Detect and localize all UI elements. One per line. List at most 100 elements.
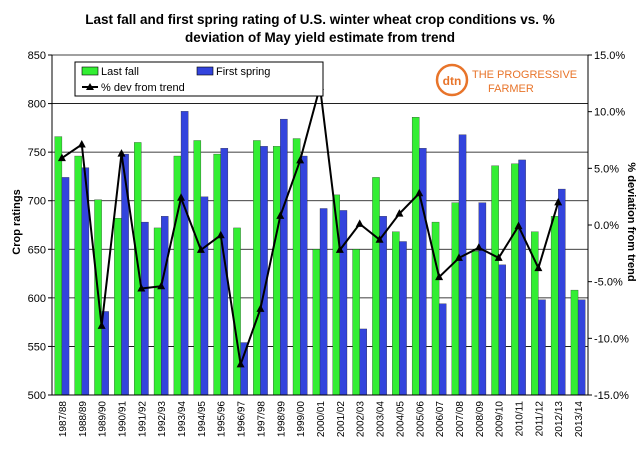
bar-first-spring-2008-09 <box>479 203 486 395</box>
bar-first-spring-2004-05 <box>399 242 406 395</box>
x-tick-label-2013-14: 2013/14 <box>574 401 585 438</box>
x-tick-label-1993-94: 1993/94 <box>177 401 188 438</box>
y2-tick-label-4: 5.0% <box>594 163 619 175</box>
legend-label-last-fall: Last fall <box>101 66 139 78</box>
bar-first-spring-1994-95 <box>201 197 208 395</box>
x-tick-label-2012-13: 2012/13 <box>554 401 565 438</box>
x-tick-label-2002-03: 2002/03 <box>356 401 367 438</box>
logo-text-line-1: THE PROGRESSIVE <box>472 69 577 81</box>
y-axis-label: Crop ratings <box>11 189 23 254</box>
x-tick-label-2003-04: 2003/04 <box>376 401 387 438</box>
bar-last-fall-2007-08 <box>452 203 459 395</box>
x-tick-label-1988-89: 1988/89 <box>78 401 89 438</box>
x-tick-label-2000-01: 2000/01 <box>316 401 327 438</box>
x-tick-label-2009-10: 2009/10 <box>495 401 506 438</box>
bar-last-fall-1995-96 <box>214 154 221 395</box>
legend-label-first-spring: First spring <box>216 66 270 78</box>
line-series-group <box>58 82 562 367</box>
bar-last-fall-1994-95 <box>194 140 201 395</box>
x-tick-label-2004-05: 2004/05 <box>395 401 406 438</box>
bar-last-fall-1997-98 <box>253 140 260 395</box>
bar-first-spring-1987-88 <box>62 177 69 395</box>
x-tick-label-1987-88: 1987/88 <box>58 401 69 438</box>
bar-first-spring-2009-10 <box>499 265 506 395</box>
x-tick-label-1990-91: 1990/91 <box>117 401 128 438</box>
bar-first-spring-2012-13 <box>558 189 565 395</box>
bar-first-spring-1998-99 <box>280 119 287 395</box>
bar-first-spring-1996-97 <box>241 343 248 395</box>
bar-last-fall-2005-06 <box>412 117 419 395</box>
y2-tick-label-2: -5.0% <box>594 277 623 289</box>
bar-last-fall-1987-88 <box>55 137 62 395</box>
bar-first-spring-2006-07 <box>439 304 446 395</box>
bar-last-fall-2004-05 <box>392 232 399 395</box>
bar-last-fall-2010-11 <box>511 164 518 395</box>
bar-last-fall-1993-94 <box>174 156 181 395</box>
x-tick-label-1999-00: 1999/00 <box>296 401 307 438</box>
bar-last-fall-2012-13 <box>551 216 558 395</box>
x-tick-label-2001-02: 2001/02 <box>336 401 347 438</box>
bar-last-fall-1992-93 <box>154 228 161 395</box>
y-tick-label-700: 700 <box>28 196 46 208</box>
combo-chart: 500550600650700750800850-15.0%-10.0%-5.0… <box>0 0 640 460</box>
y2-tick-label-5: 10.0% <box>594 107 625 119</box>
y-tick-label-600: 600 <box>28 293 46 305</box>
bar-last-fall-2000-01 <box>313 249 320 395</box>
y-tick-label-850: 850 <box>28 50 46 62</box>
bar-last-fall-2003-04 <box>372 177 379 395</box>
y2-axis-label: % deviation from trend <box>625 162 637 281</box>
chart-root: Last fall and first spring rating of U.S… <box>0 0 640 460</box>
y-tick-label-750: 750 <box>28 147 46 159</box>
bar-first-spring-2010-11 <box>519 160 526 395</box>
legend-label-dev: % dev from trend <box>101 82 185 94</box>
bar-first-spring-1999-00 <box>300 156 307 395</box>
bar-first-spring-2011-12 <box>538 300 545 395</box>
dtn-logo-mark: dtn <box>443 74 462 88</box>
bar-first-spring-1991-92 <box>141 222 148 395</box>
legend: Last fall First spring % dev from trend <box>75 62 323 96</box>
bar-first-spring-1997-98 <box>260 146 267 395</box>
bar-last-fall-2009-10 <box>492 166 499 395</box>
bar-last-fall-1990-91 <box>114 218 121 395</box>
logo-text-line-2: FARMER <box>488 83 534 95</box>
point-dev-1988-89 <box>78 140 86 148</box>
x-tick-label-1996-97: 1996/97 <box>237 401 248 438</box>
bar-first-spring-2013-14 <box>578 300 585 395</box>
bar-last-fall-2008-09 <box>472 251 479 395</box>
bar-last-fall-1996-97 <box>233 228 240 395</box>
bar-first-spring-2005-06 <box>419 148 426 395</box>
y-tick-label-500: 500 <box>28 390 46 402</box>
x-tick-label-1994-95: 1994/95 <box>197 401 208 438</box>
x-tick-label-1998-99: 1998/99 <box>276 401 287 438</box>
y2-tick-label-0: -15.0% <box>594 390 629 402</box>
bar-first-spring-2003-04 <box>380 216 387 395</box>
legend-swatch-last-fall <box>82 67 98 75</box>
bar-first-spring-1993-94 <box>181 111 188 395</box>
x-tick-label-1997-98: 1997/98 <box>256 401 267 438</box>
legend-swatch-first-spring <box>197 67 213 75</box>
dtn-progressive-farmer-logo: dtn THE PROGRESSIVE FARMER <box>437 65 577 95</box>
y2-tick-label-6: 15.0% <box>594 50 625 62</box>
x-tick-label-2010-11: 2010/11 <box>515 401 526 437</box>
x-tick-label-1992-93: 1992/93 <box>157 401 168 438</box>
y-tick-label-800: 800 <box>28 99 46 111</box>
bar-last-fall-1988-89 <box>75 156 82 395</box>
bar-first-spring-2001-02 <box>340 210 347 395</box>
x-tick-label-2011-12: 2011/12 <box>534 401 545 437</box>
x-tick-label-1991-92: 1991/92 <box>137 401 148 438</box>
bar-first-spring-2002-03 <box>360 329 367 395</box>
bar-first-spring-2000-01 <box>320 208 327 395</box>
x-tick-label-2006-07: 2006/07 <box>435 401 446 438</box>
bars-group <box>55 111 585 395</box>
bar-first-spring-2007-08 <box>459 135 466 395</box>
bar-last-fall-1998-99 <box>273 146 280 395</box>
bar-last-fall-2002-03 <box>353 249 360 395</box>
x-tick-label-2008-09: 2008/09 <box>475 401 486 438</box>
bar-first-spring-1992-93 <box>161 216 168 395</box>
x-tick-label-2007-08: 2007/08 <box>455 401 466 438</box>
bar-last-fall-2013-14 <box>571 290 578 395</box>
x-tick-label-1995-96: 1995/96 <box>217 401 228 438</box>
y-tick-label-650: 650 <box>28 244 46 256</box>
x-tick-label-1989-90: 1989/90 <box>98 401 109 438</box>
x-tick-label-2005-06: 2005/06 <box>415 401 426 438</box>
